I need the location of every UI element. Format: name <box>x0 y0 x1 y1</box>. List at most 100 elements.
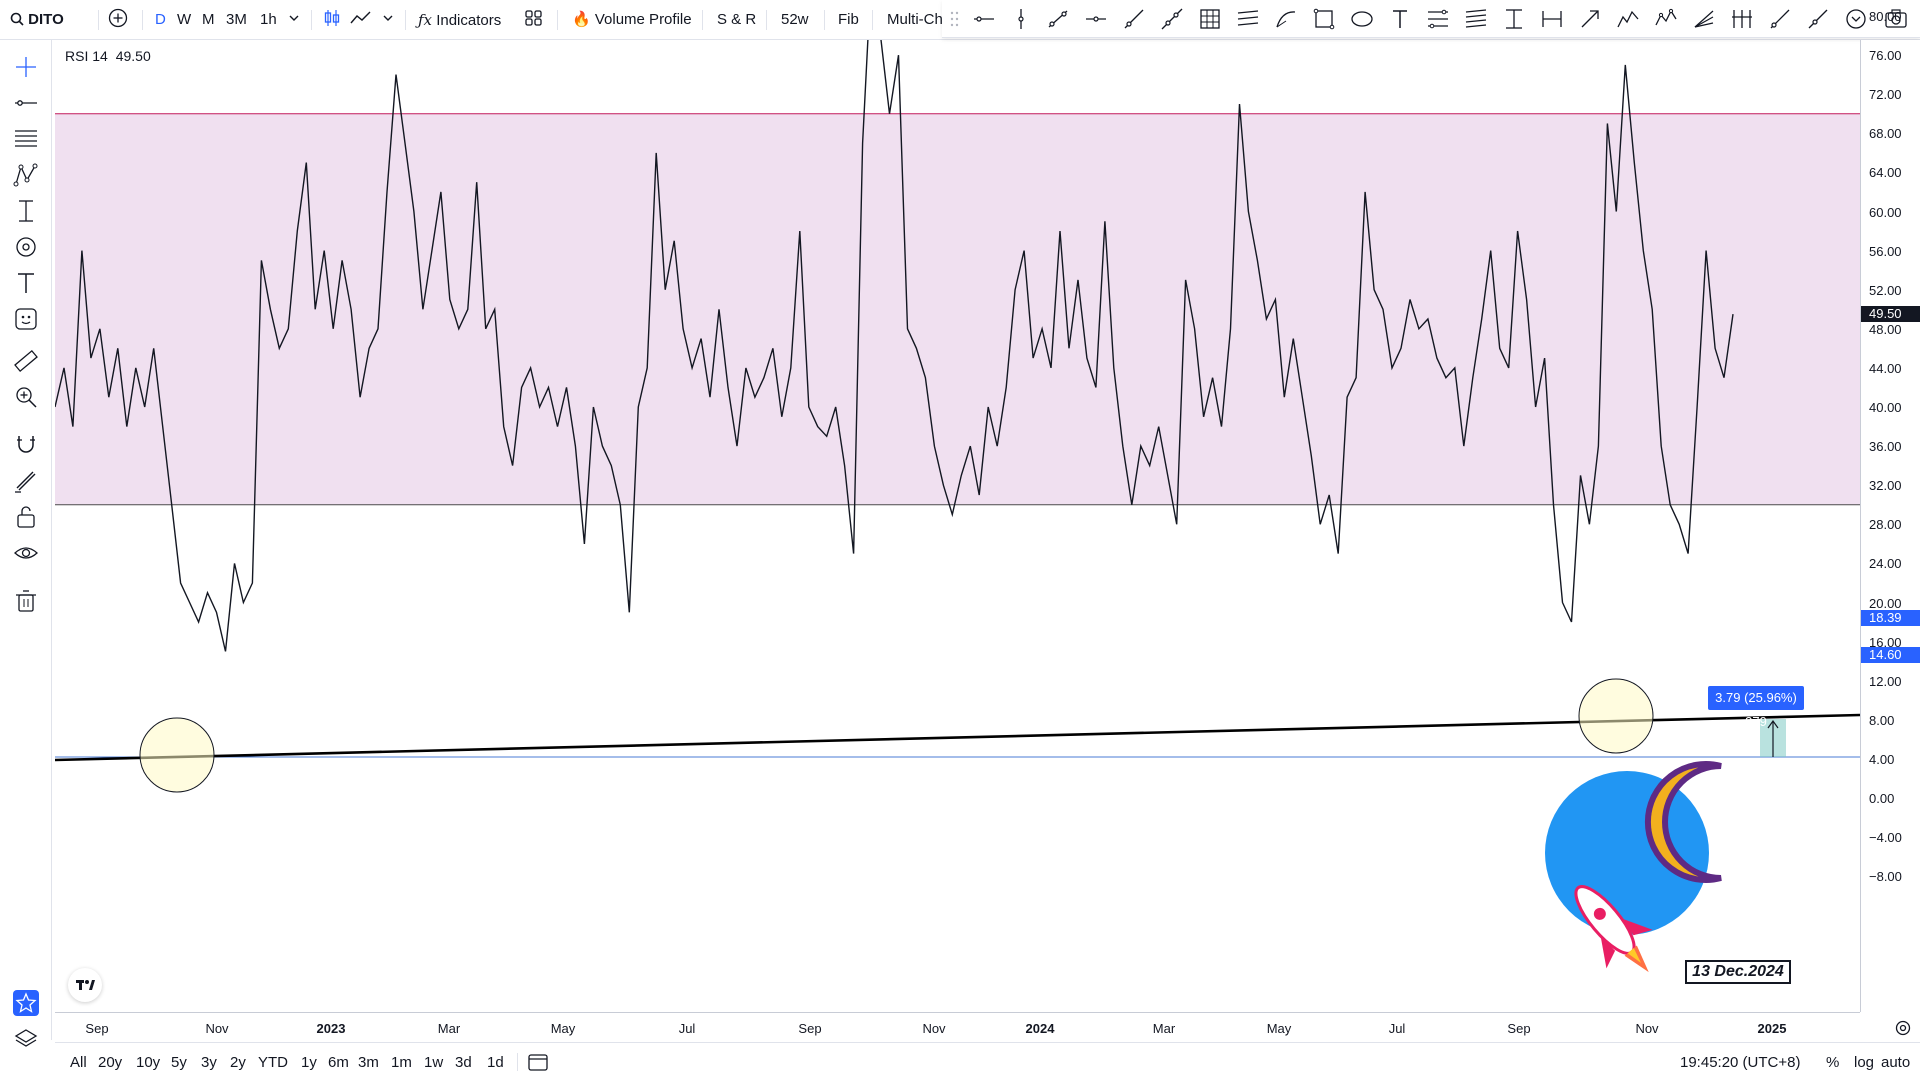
fib-fan-icon[interactable] <box>1692 7 1716 31</box>
layers-icon[interactable] <box>13 1026 39 1052</box>
patterns-icon[interactable] <box>13 162 39 188</box>
sticker-icon[interactable] <box>13 306 39 332</box>
percent-toggle[interactable]: % <box>1826 1054 1840 1071</box>
goto-date-button[interactable] <box>527 1052 549 1077</box>
text-tool-icon[interactable] <box>13 270 39 296</box>
star-icon[interactable] <box>13 990 39 1016</box>
add-symbol-button[interactable] <box>108 8 128 32</box>
interval-m[interactable]: M <box>202 11 215 28</box>
interval-d[interactable]: D <box>155 11 166 28</box>
chart-pane[interactable]: RSI 14 49.50 3.79 (25.96%) 379 13 Dec.20… <box>54 0 1861 1012</box>
interval-w[interactable]: W <box>177 11 192 28</box>
interval-3m[interactable]: 3M <box>226 11 247 28</box>
xabcd-pattern-icon[interactable] <box>1654 7 1678 31</box>
range-button-3m[interactable]: 3m <box>358 1054 379 1071</box>
horizontal-ray-icon[interactable] <box>972 7 996 31</box>
range-button-6m[interactable]: 6m <box>328 1054 349 1071</box>
range-button-1d[interactable]: 1d <box>487 1054 504 1071</box>
chart-type-dropdown[interactable] <box>382 8 394 32</box>
camera-icon[interactable] <box>1884 7 1908 31</box>
date-range-icon[interactable] <box>1540 7 1564 31</box>
range-button-5y[interactable]: 5y <box>171 1054 187 1071</box>
line-chart-button[interactable] <box>350 8 372 32</box>
range-button-1m[interactable]: 1m <box>391 1054 412 1071</box>
range-button-all[interactable]: All <box>70 1054 87 1071</box>
brush-icon[interactable] <box>1768 7 1792 31</box>
drag-handle-icon[interactable] <box>950 11 960 27</box>
horizontal-ray-tool-icon[interactable] <box>13 90 39 116</box>
zoom-in-icon[interactable] <box>13 384 39 410</box>
chevron-down-icon <box>289 15 299 21</box>
volume-profile-button[interactable]: 🔥 Volume Profile <box>572 8 692 32</box>
interval-dropdown[interactable] <box>288 8 300 32</box>
arrow-icon[interactable] <box>1578 7 1602 31</box>
indicators-button[interactable]: ƒx Indicators <box>418 8 501 32</box>
price-axis[interactable]: 88.0084.0080.0076.0072.0068.0064.0060.00… <box>1860 9 1920 1012</box>
settings-gear-icon[interactable] <box>1894 1019 1912 1037</box>
range-button-2y[interactable]: 2y <box>230 1054 246 1071</box>
range-button-1y[interactable]: 1y <box>301 1054 317 1071</box>
curve-icon[interactable] <box>1274 7 1298 31</box>
tradingview-logo[interactable] <box>68 968 102 1002</box>
range-button-3d[interactable]: 3d <box>455 1054 472 1071</box>
extended-line-icon[interactable] <box>1160 7 1184 31</box>
measure-label[interactable]: 3.79 (25.96%) 379 <box>1708 686 1804 729</box>
date-annotation[interactable]: 13 Dec.2024 <box>1685 960 1791 984</box>
fib-retracement-icon[interactable] <box>1426 7 1450 31</box>
forecasting-icon[interactable] <box>13 198 39 224</box>
time-tick-label: May <box>550 1021 576 1036</box>
trash-icon[interactable] <box>13 588 39 614</box>
fib-button[interactable]: Fib <box>838 11 859 28</box>
layouts-button[interactable] <box>524 8 544 32</box>
time-tick-label: Sep <box>1507 1021 1531 1036</box>
ray-icon[interactable] <box>1122 7 1146 31</box>
indicator-legend[interactable]: RSI 14 49.50 <box>65 48 151 64</box>
target-icon[interactable] <box>1844 7 1868 31</box>
price-range-icon[interactable] <box>1502 7 1526 31</box>
time-tick-label: Mar <box>437 1021 461 1036</box>
price-tick-label: 32.00 <box>1869 478 1902 494</box>
range-button-3y[interactable]: 3y <box>201 1054 217 1071</box>
line-chart-icon <box>350 11 371 24</box>
pitchfork-icon[interactable] <box>1730 7 1754 31</box>
sr-button[interactable]: S & R <box>717 11 757 28</box>
rsi-series-line <box>54 0 1734 652</box>
time-axis[interactable]: Sep Nov 2023 Mar May Jul Sep Nov 2024 Mar May Jul Se… <box>55 1012 1911 1042</box>
magnet-icon[interactable] <box>13 432 39 458</box>
eye-icon[interactable] <box>13 540 39 566</box>
multi-chart-button[interactable]: Multi-Ch <box>887 11 943 28</box>
crosshair-icon[interactable] <box>13 54 39 80</box>
rectangle-icon[interactable] <box>1312 7 1336 31</box>
rocket <box>1574 885 1653 973</box>
log-toggle[interactable]: log <box>1854 1054 1875 1071</box>
elliott-wave-icon[interactable] <box>1616 7 1640 31</box>
price-tick-label: 8.00 <box>1869 712 1895 728</box>
auto-toggle[interactable]: auto <box>1881 1054 1911 1071</box>
text-icon[interactable] <box>1388 7 1412 31</box>
interval-1h[interactable]: 1h <box>260 11 277 28</box>
range-button-20y[interactable]: 20y <box>98 1054 123 1071</box>
ruler-icon[interactable] <box>13 348 39 374</box>
lock-icon[interactable] <box>13 504 39 530</box>
parallel-channel-icon[interactable] <box>1236 7 1260 31</box>
horizontal-line-icon[interactable] <box>1084 7 1108 31</box>
range-button-1w[interactable]: 1w <box>424 1054 444 1071</box>
trend-line-icon[interactable] <box>1046 7 1070 31</box>
fib-channel-icon[interactable] <box>1464 7 1488 31</box>
range-button-10y[interactable]: 10y <box>136 1054 161 1071</box>
symbol-search[interactable]: DITO <box>10 8 64 32</box>
path-icon[interactable] <box>1806 7 1830 31</box>
ellipse-icon[interactable] <box>1350 7 1374 31</box>
vertical-line-icon[interactable] <box>1009 7 1033 31</box>
gann-box-icon[interactable] <box>1198 7 1222 31</box>
fib-tools-icon[interactable] <box>13 126 39 152</box>
price-tick-label: 12.00 <box>1869 673 1902 689</box>
range-button-ytd[interactable]: YTD <box>258 1054 288 1071</box>
price-tick-label: 48.00 <box>1869 321 1902 337</box>
candles-button[interactable] <box>322 8 342 32</box>
clock[interactable]: 19:45:20 (UTC+8) <box>1680 1054 1801 1071</box>
fire-icon: 🔥 <box>572 11 591 28</box>
w52-button[interactable]: 52w <box>781 11 809 28</box>
pencil-lock-icon[interactable] <box>13 468 39 494</box>
shapes-icon[interactable] <box>13 234 39 260</box>
